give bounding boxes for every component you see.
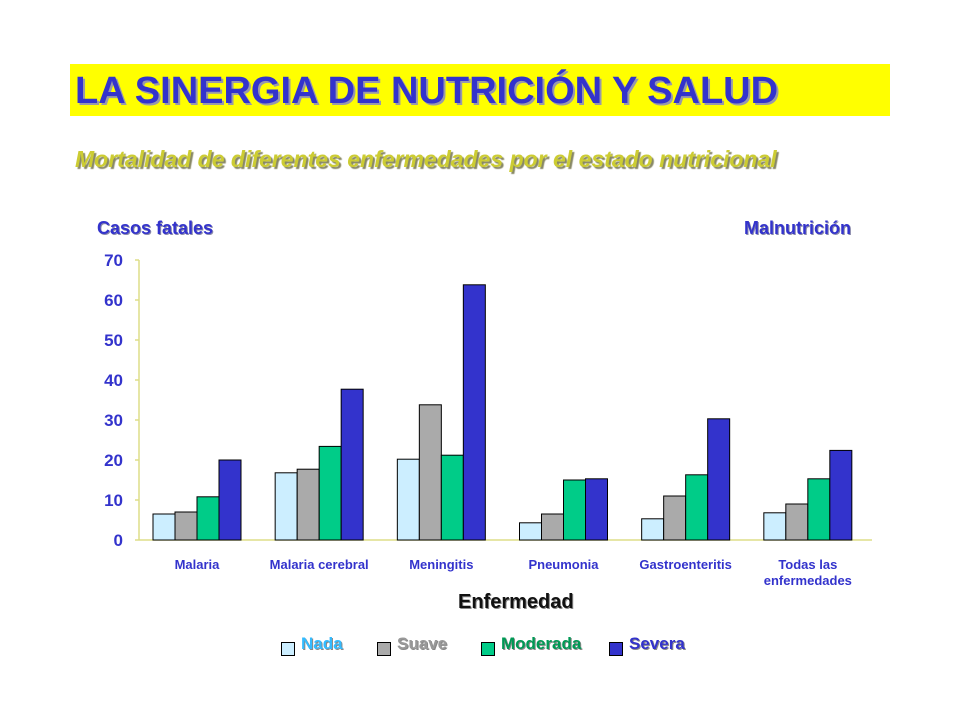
y-tick-label: 60 (104, 291, 123, 310)
bar (218, 459, 242, 541)
bar (152, 513, 176, 541)
y-tick-label: 20 (104, 451, 123, 470)
bar (763, 512, 787, 541)
bar (196, 496, 220, 541)
bar (396, 458, 420, 541)
bar (541, 513, 564, 541)
x-tick-label: Gastroenteritis (639, 557, 731, 572)
y-tick-label: 50 (104, 331, 123, 350)
y-tick-label: 40 (104, 371, 123, 390)
bar (519, 522, 542, 541)
bar (318, 445, 342, 541)
bar (274, 472, 298, 541)
legend-label: Nada (301, 634, 343, 653)
page-subtitle: Mortalidad de diferentes enfermedades po… (75, 146, 777, 172)
legend-swatch (481, 642, 495, 656)
legend-swatch (609, 642, 623, 656)
bar (641, 518, 665, 541)
legend-label: Severa (629, 634, 685, 653)
bar (296, 468, 320, 541)
x-tick-label: Malaria (175, 557, 221, 572)
legend-label: Suave (397, 634, 448, 653)
legend: Nada Suave Moderada Severa (0, 634, 960, 658)
bar (418, 404, 442, 541)
bar (807, 478, 831, 541)
page-title: LA SINERGIA DE NUTRICIÓN Y SALUD (75, 70, 779, 112)
bar (829, 449, 853, 541)
legend-label: Moderada (501, 634, 582, 653)
title-background (70, 64, 890, 116)
bar (585, 478, 608, 541)
x-tick-label: Pneumonia (528, 557, 599, 572)
bar (707, 418, 731, 541)
legend-swatch (281, 642, 295, 656)
bar (663, 495, 687, 541)
y-tick-label: 0 (114, 531, 123, 550)
legend-title: Malnutrición (744, 218, 851, 238)
x-tick-label: Todas las (778, 557, 837, 572)
y-tick-label: 10 (104, 491, 123, 510)
bar (340, 388, 364, 541)
x-axis-label: Enfermedad (458, 591, 574, 613)
bar (685, 474, 709, 541)
y-axis-label: Casos fatales (97, 218, 214, 238)
x-tick-label: Malaria cerebral (270, 557, 369, 572)
y-tick-label: 70 (104, 251, 123, 270)
y-tick-label: 30 (104, 411, 123, 430)
x-tick-label: enfermedades (764, 573, 852, 588)
x-tick-label: Meningitis (409, 557, 473, 572)
bar (174, 511, 198, 541)
bar (462, 284, 486, 541)
bar (440, 454, 464, 541)
legend-swatch (377, 642, 391, 656)
bar (785, 503, 809, 541)
bar (563, 479, 586, 541)
